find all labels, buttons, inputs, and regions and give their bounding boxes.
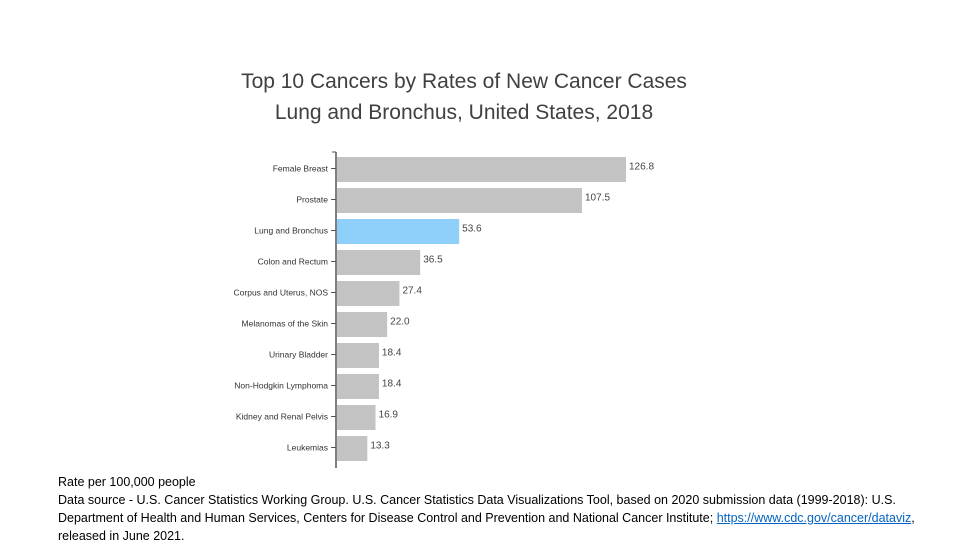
value-label: 18.4 — [382, 348, 402, 359]
bar — [337, 405, 376, 430]
release-text: , released in June 2021. — [58, 511, 915, 543]
value-label: 13.3 — [370, 441, 390, 452]
value-label: 27.4 — [402, 286, 422, 297]
bar — [337, 219, 460, 244]
footnotes: Rate per 100,000 people Data source - U.… — [58, 473, 938, 545]
bar — [337, 281, 400, 306]
bar — [337, 343, 379, 368]
category-label: Non-Hodgkin Lymphoma — [234, 381, 328, 391]
bar — [337, 436, 368, 461]
bar — [337, 374, 379, 399]
bar — [337, 188, 583, 213]
source-note: Data source - U.S. Cancer Statistics Wor… — [58, 491, 938, 545]
category-label: Corpus and Uterus, NOS — [234, 288, 329, 298]
dataviz-link[interactable]: https://www.cdc.gov/cancer/dataviz — [716, 511, 912, 525]
chart-subtitle: Lung and Bronchus, United States, 2018 — [274, 101, 654, 124]
category-label: Lung and Bronchus — [254, 226, 328, 236]
category-label: Female Breast — [273, 164, 329, 174]
value-label: 16.9 — [379, 410, 399, 421]
value-label: 107.5 — [585, 193, 610, 204]
category-label: Urinary Bladder — [269, 350, 328, 360]
value-label: 36.5 — [423, 255, 443, 266]
category-label: Leukemias — [287, 443, 328, 453]
category-label: Kidney and Renal Pelvis — [236, 412, 328, 422]
category-label: Colon and Rectum — [258, 257, 328, 267]
category-label: Melanomas of the Skin — [242, 319, 329, 329]
source-text: Data source - U.S. Cancer Statistics Wor… — [58, 493, 896, 525]
value-label: 22.0 — [390, 317, 410, 328]
category-label: Prostate — [296, 195, 328, 205]
rate-note: Rate per 100,000 people — [58, 475, 196, 489]
bar — [337, 157, 626, 182]
value-label: 53.6 — [462, 224, 482, 235]
chart-title: Top 10 Cancers by Rates of New Cancer Ca… — [241, 70, 687, 93]
value-label: 18.4 — [382, 379, 402, 390]
bar — [337, 250, 421, 275]
value-label: 126.8 — [629, 162, 654, 173]
bar — [337, 312, 388, 337]
